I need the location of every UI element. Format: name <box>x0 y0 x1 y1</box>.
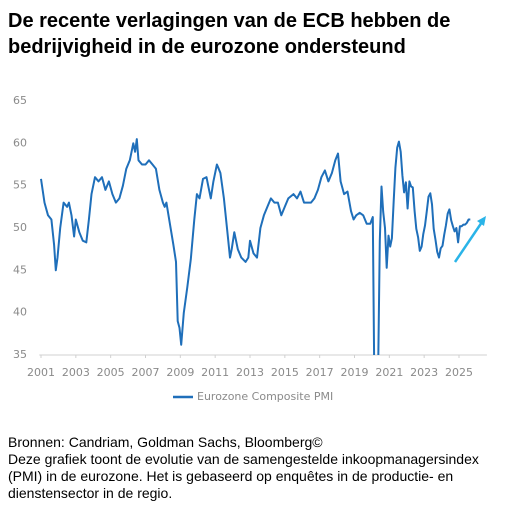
x-tick-label: 2007 <box>132 366 160 379</box>
y-tick-label: 35 <box>13 348 27 361</box>
x-tick-label: 2005 <box>97 366 125 379</box>
x-tick-label: 2003 <box>62 366 90 379</box>
x-tick-label: 2011 <box>201 366 229 379</box>
footer: Bronnen: Candriam, Goldman Sachs, Bloomb… <box>8 434 514 502</box>
x-tick-label: 2021 <box>375 366 403 379</box>
y-tick-label: 60 <box>13 136 27 149</box>
chart-title: De recente verlagingen van de ECB hebben… <box>8 10 451 58</box>
y-tick-label: 55 <box>13 179 27 192</box>
y-tick-label: 45 <box>13 263 27 276</box>
x-tick-label: 2023 <box>410 366 438 379</box>
note: Deze grafiek toont de evolutie van de sa… <box>8 451 479 501</box>
y-tick-label: 50 <box>13 221 27 234</box>
trend-arrow-head <box>477 216 486 226</box>
x-tick-label: 2019 <box>341 366 369 379</box>
x-tick-label: 2025 <box>445 366 473 379</box>
y-tick-label: 65 <box>13 94 27 107</box>
x-tick-label: 2015 <box>271 366 299 379</box>
x-tick-label: 2001 <box>27 366 55 379</box>
x-tick-label: 2017 <box>306 366 334 379</box>
data-line <box>40 138 471 355</box>
x-tick-label: 2013 <box>236 366 264 379</box>
trend-arrow <box>453 221 484 263</box>
y-tick-label: 40 <box>13 306 27 319</box>
source: Bronnen: Candriam, Goldman Sachs, Bloomb… <box>8 434 323 450</box>
chart: 35 40 45 50 55 60 65 2001 2003 2005 2007 2009 2011 20… <box>13 94 487 403</box>
x-tick-label: 2009 <box>166 366 194 379</box>
legend-label: Eurozone Composite PMI <box>197 390 333 403</box>
